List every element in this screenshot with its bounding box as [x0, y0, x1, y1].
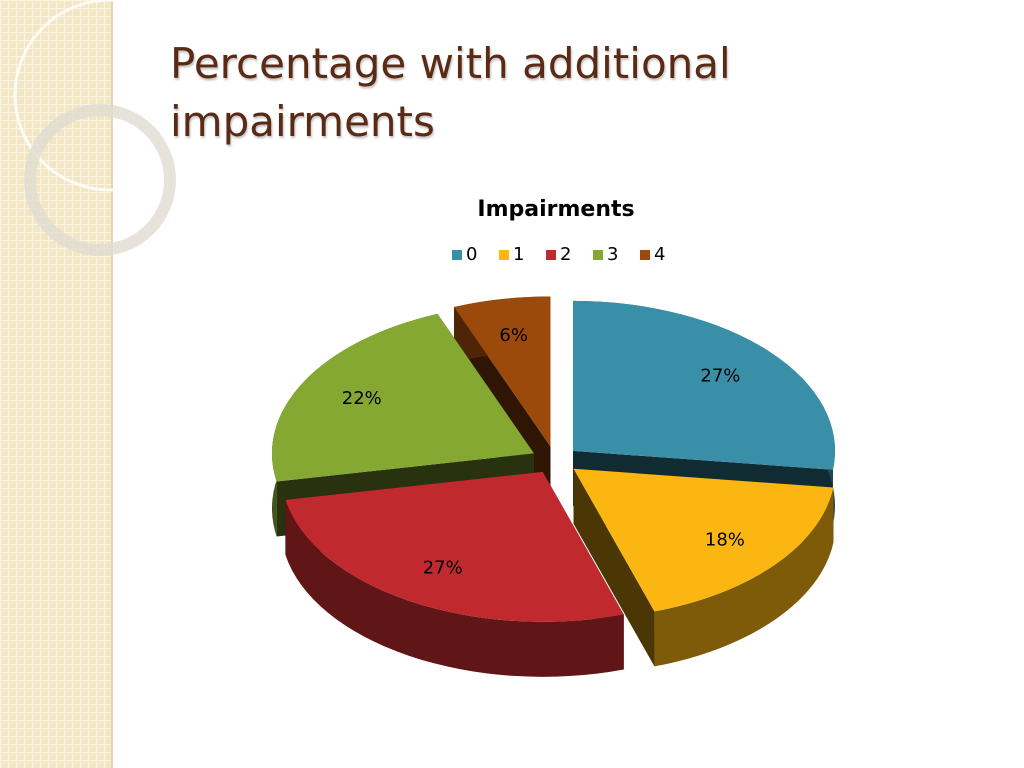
legend-label: 4: [654, 244, 665, 265]
deco-circle: [13, 0, 207, 192]
legend-label: 0: [466, 244, 477, 265]
pie: [271, 296, 836, 677]
slice: [573, 300, 836, 470]
legend-label: 1: [513, 244, 524, 265]
value-label: 27%: [700, 366, 740, 387]
legend-swatch: [593, 250, 603, 260]
slice: [454, 296, 551, 447]
chart-title: Impairments: [477, 197, 634, 222]
slice-wall: [573, 468, 655, 667]
slice: [285, 471, 624, 622]
value-label: 27%: [423, 558, 463, 579]
slice: [271, 313, 534, 482]
value-label: 22%: [342, 388, 382, 409]
value-labels: 6% 27% 22% 18% 27%: [342, 325, 745, 579]
legend: 0 1 2 3 4: [452, 244, 665, 265]
legend-swatch: [452, 250, 462, 260]
title-box: Percentage with additional impairments: [170, 39, 731, 146]
legend-swatch: [499, 250, 509, 260]
value-label: 6%: [499, 325, 528, 346]
legend-label: 2: [560, 244, 571, 265]
slice-rim: [285, 499, 624, 677]
legend-swatch: [640, 250, 650, 260]
slide-title: Percentage with additional impairments: [170, 39, 731, 146]
slice-rim: [654, 487, 834, 667]
value-label: 18%: [705, 529, 745, 550]
deco-ring: [24, 104, 176, 256]
legend-label: 3: [607, 244, 618, 265]
slice: [573, 468, 834, 612]
legend-swatch: [546, 250, 556, 260]
